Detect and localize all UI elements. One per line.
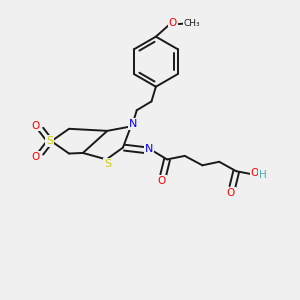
Text: S: S bbox=[104, 159, 112, 169]
Text: S: S bbox=[46, 136, 53, 146]
Text: O: O bbox=[169, 18, 177, 28]
Text: O: O bbox=[158, 176, 166, 186]
Text: O: O bbox=[227, 188, 235, 198]
Text: N: N bbox=[145, 144, 154, 154]
Text: H: H bbox=[259, 170, 267, 180]
Text: O: O bbox=[32, 152, 40, 162]
Text: O: O bbox=[32, 121, 40, 130]
Text: O: O bbox=[250, 168, 259, 178]
Text: CH₃: CH₃ bbox=[184, 19, 200, 28]
Text: N: N bbox=[129, 119, 137, 129]
